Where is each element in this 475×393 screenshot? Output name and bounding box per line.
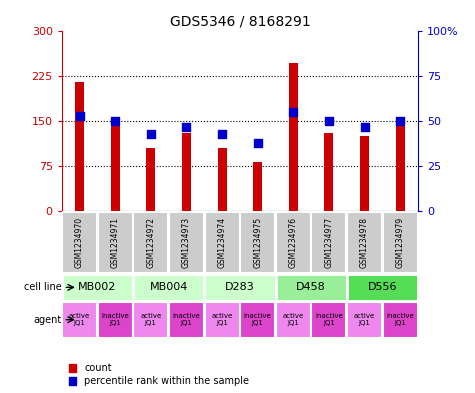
Point	[111, 118, 119, 125]
FancyBboxPatch shape	[133, 212, 168, 273]
FancyBboxPatch shape	[347, 274, 418, 301]
Point	[218, 131, 226, 137]
FancyBboxPatch shape	[276, 274, 347, 301]
Point	[289, 109, 297, 116]
FancyBboxPatch shape	[383, 302, 418, 338]
FancyBboxPatch shape	[169, 302, 204, 338]
Bar	[218, 149, 227, 211]
Text: agent: agent	[34, 315, 62, 325]
Point	[396, 118, 404, 125]
Text: active
JQ1: active JQ1	[140, 313, 162, 326]
Text: MB002: MB002	[78, 282, 116, 292]
Bar	[253, 162, 262, 211]
FancyBboxPatch shape	[62, 302, 97, 338]
FancyBboxPatch shape	[62, 212, 97, 273]
Bar	[75, 83, 84, 211]
Point	[147, 131, 155, 137]
FancyBboxPatch shape	[276, 212, 311, 273]
Text: GSM1234971: GSM1234971	[111, 217, 120, 268]
Bar	[360, 136, 369, 211]
Text: inactive
JQ1: inactive JQ1	[244, 313, 272, 326]
Text: GSM1234976: GSM1234976	[289, 217, 298, 268]
Bar	[289, 62, 298, 211]
FancyBboxPatch shape	[276, 302, 311, 338]
Text: GSM1234978: GSM1234978	[360, 217, 369, 268]
FancyBboxPatch shape	[98, 302, 133, 338]
Point	[325, 118, 332, 125]
Title: GDS5346 / 8168291: GDS5346 / 8168291	[170, 15, 310, 29]
Text: inactive
JQ1: inactive JQ1	[172, 313, 200, 326]
Text: MB004: MB004	[150, 282, 188, 292]
Text: GSM1234974: GSM1234974	[218, 217, 227, 268]
Bar	[396, 123, 405, 211]
Text: GSM1234977: GSM1234977	[324, 217, 333, 268]
FancyBboxPatch shape	[169, 212, 204, 273]
FancyBboxPatch shape	[240, 302, 275, 338]
FancyBboxPatch shape	[205, 212, 239, 273]
Bar	[324, 134, 333, 211]
Legend: count, percentile rank within the sample: count, percentile rank within the sample	[66, 361, 251, 388]
Point	[182, 124, 190, 130]
Text: active
JQ1: active JQ1	[283, 313, 304, 326]
Point	[254, 140, 261, 146]
Text: active
JQ1: active JQ1	[354, 313, 375, 326]
FancyBboxPatch shape	[62, 274, 133, 301]
Point	[361, 124, 369, 130]
Bar	[146, 149, 155, 211]
FancyBboxPatch shape	[133, 274, 204, 301]
FancyBboxPatch shape	[347, 212, 382, 273]
FancyBboxPatch shape	[347, 302, 382, 338]
Point	[76, 113, 84, 119]
Text: cell line: cell line	[24, 282, 62, 292]
Text: inactive
JQ1: inactive JQ1	[101, 313, 129, 326]
FancyBboxPatch shape	[204, 274, 276, 301]
FancyBboxPatch shape	[240, 212, 275, 273]
FancyBboxPatch shape	[98, 212, 133, 273]
Text: inactive
JQ1: inactive JQ1	[315, 313, 343, 326]
FancyBboxPatch shape	[133, 302, 168, 338]
Text: GSM1234973: GSM1234973	[182, 217, 191, 268]
Text: GSM1234975: GSM1234975	[253, 217, 262, 268]
Text: D283: D283	[225, 282, 255, 292]
FancyBboxPatch shape	[312, 302, 346, 338]
Bar	[182, 134, 191, 211]
Text: D458: D458	[296, 282, 326, 292]
Bar	[111, 120, 120, 211]
Text: GSM1234979: GSM1234979	[396, 217, 405, 268]
Text: GSM1234972: GSM1234972	[146, 217, 155, 268]
FancyBboxPatch shape	[383, 212, 418, 273]
Text: GSM1234970: GSM1234970	[75, 217, 84, 268]
Text: active
JQ1: active JQ1	[211, 313, 233, 326]
Text: active
JQ1: active JQ1	[69, 313, 90, 326]
FancyBboxPatch shape	[205, 302, 239, 338]
FancyBboxPatch shape	[312, 212, 346, 273]
Text: inactive
JQ1: inactive JQ1	[386, 313, 414, 326]
Text: D556: D556	[368, 282, 397, 292]
